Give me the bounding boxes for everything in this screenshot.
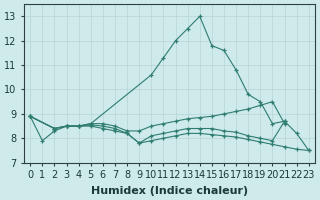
X-axis label: Humidex (Indice chaleur): Humidex (Indice chaleur) — [91, 186, 248, 196]
